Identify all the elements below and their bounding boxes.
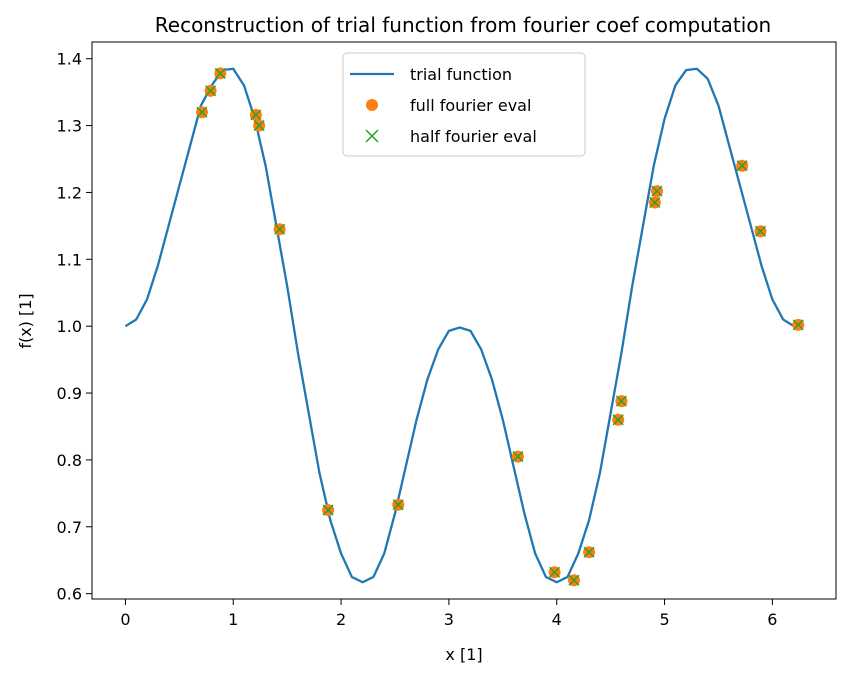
legend-label-full-fourier-eval: full fourier eval [410, 96, 531, 115]
plot-area [124, 67, 805, 587]
half-fourier-point [512, 451, 524, 463]
axes-frame [91, 41, 837, 600]
half-fourier-point [250, 109, 262, 121]
half-fourier-point [792, 319, 804, 331]
y-axis: 0.6 0.7 0.8 0.9 1.0 1.1 1.2 1.3 1.4 [57, 50, 92, 604]
half-fourier-point [392, 499, 404, 511]
series-line-trial-function [124, 67, 803, 584]
half-fourier-point [651, 185, 663, 197]
half-fourier-point [253, 120, 265, 132]
chart-title: Reconstruction of trial function from fo… [155, 13, 771, 37]
x-tick-label: 6 [767, 610, 777, 629]
x-tick-label: 3 [444, 610, 454, 629]
half-fourier-point [214, 67, 226, 79]
y-tick-label: 1.4 [57, 50, 82, 69]
y-tick-label: 0.9 [57, 384, 82, 403]
half-fourier-point [568, 574, 580, 586]
y-tick-label: 0.8 [57, 451, 82, 470]
half-fourier-point [549, 566, 561, 578]
half-fourier-point [196, 106, 208, 118]
y-tick-label: 1.2 [57, 183, 82, 202]
half-fourier-point [205, 85, 217, 97]
half-fourier-point [583, 546, 595, 558]
y-tick-label: 1.1 [57, 250, 82, 269]
x-axis-label: x [1] [445, 645, 482, 664]
half-fourier-point [322, 504, 334, 516]
x-tick-label: 5 [659, 610, 669, 629]
legend: trial function full fourier eval half fo… [342, 52, 586, 157]
legend-box [342, 52, 586, 157]
x-axis: 0 1 2 3 4 5 6 [120, 599, 777, 629]
half-fourier-point [274, 223, 286, 235]
legend-circle-marker [366, 99, 378, 111]
x-tick-label: 4 [552, 610, 562, 629]
legend-label-trial-function: trial function [410, 65, 512, 84]
half-fourier-point [615, 395, 627, 407]
x-tick-label: 1 [228, 610, 238, 629]
half-fourier-point [649, 196, 661, 209]
half-fourier-point [736, 160, 748, 172]
legend-x-marker [365, 129, 379, 143]
y-tick-label: 0.7 [57, 518, 82, 537]
half-fourier-point [612, 414, 624, 426]
half-fourier-point [754, 225, 767, 237]
x-tick-label: 2 [336, 610, 346, 629]
legend-label-half-fourier-eval: half fourier eval [410, 127, 537, 146]
x-tick-label: 0 [120, 610, 130, 629]
y-tick-label: 1.0 [57, 317, 82, 336]
y-tick-label: 1.3 [57, 117, 82, 136]
y-axis-label: f(x) [1] [16, 293, 35, 348]
y-tick-label: 0.6 [57, 585, 82, 604]
